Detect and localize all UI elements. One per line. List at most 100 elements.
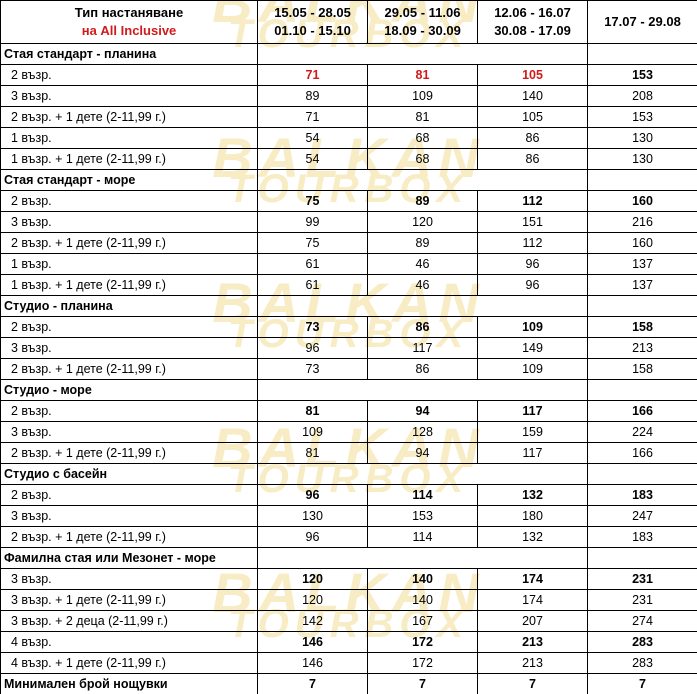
header-period-4: 17.07 - 29.08: [587, 0, 697, 44]
row-label: 2 възр.: [0, 190, 258, 212]
header-title: Тип настаняване: [74, 5, 184, 20]
min-nights-value: 7: [587, 673, 697, 694]
table-row: 2 възр. + 1 дете (2-11,99 г.) 96 114 132 183: [0, 526, 697, 548]
price-cell: 68: [367, 127, 478, 149]
price-cell: 160: [587, 190, 697, 212]
min-nights-value: 7: [257, 673, 368, 694]
price-cell: 81: [257, 442, 368, 464]
price-cell: 96: [257, 484, 368, 506]
table-row: 2 възр. + 1 дете (2-11,99 г.) 81 94 117 166: [0, 442, 697, 464]
table-row: 2 възр. + 1 дете (2-11,99 г.) 75 89 112 160: [0, 232, 697, 254]
price-cell: 140: [367, 589, 478, 611]
table-row: 1 възр. + 1 дете (2-11,99 г.) 54 68 86 130: [0, 148, 697, 170]
price-cell: 172: [367, 652, 478, 674]
row-label: 4 възр.: [0, 631, 258, 653]
price-cell: 137: [587, 253, 697, 275]
price-cell: 61: [257, 274, 368, 296]
price-cell: 213: [587, 337, 697, 359]
price-cell: 213: [477, 631, 588, 653]
price-cell: 231: [587, 568, 697, 590]
table-row: 3 възр. 130 153 180 247: [0, 505, 697, 527]
row-label: 1 възр. + 1 дете (2-11,99 г.): [0, 148, 258, 170]
min-nights-row: Минимален брой нощувки 7 7 7 7: [0, 673, 697, 694]
price-cell: 109: [257, 421, 368, 443]
row-label: 2 възр. + 1 дете (2-11,99 г.): [0, 358, 258, 380]
header-subtitle: на All Inclusive: [81, 23, 177, 38]
price-cell: 159: [477, 421, 588, 443]
empty-cell: [257, 379, 588, 401]
section-row: Студио с басейн: [0, 463, 697, 485]
price-cell: 120: [257, 589, 368, 611]
price-cell: 96: [257, 337, 368, 359]
table-row: 2 възр. 71 81 105 153: [0, 64, 697, 86]
empty-cell: [587, 169, 697, 191]
section-row: Стая стандарт - море: [0, 169, 697, 191]
price-cell: 112: [477, 232, 588, 254]
price-cell: 153: [587, 106, 697, 128]
section-row: Студио - море: [0, 379, 697, 401]
section-row: Студио - планина: [0, 295, 697, 317]
min-nights-value: 7: [477, 673, 588, 694]
price-cell: 61: [257, 253, 368, 275]
row-label: 3 възр.: [0, 211, 258, 233]
row-label: 1 възр.: [0, 253, 258, 275]
section-title: Студио - планина: [0, 295, 258, 317]
header-period-1: 15.05 - 28.05 01.10 - 15.10: [257, 0, 368, 44]
price-cell: 86: [477, 148, 588, 170]
empty-cell: [257, 463, 588, 485]
price-cell: 105: [477, 106, 588, 128]
row-label: 3 възр.: [0, 505, 258, 527]
price-cell: 224: [587, 421, 697, 443]
price-cell: 146: [257, 631, 368, 653]
price-cell: 54: [257, 148, 368, 170]
row-label: 3 възр. + 2 деца (2-11,99 г.): [0, 610, 258, 632]
section-title: Студио - море: [0, 379, 258, 401]
row-label: 2 възр.: [0, 484, 258, 506]
row-label: 2 възр. + 1 дете (2-11,99 г.): [0, 526, 258, 548]
price-cell: 149: [477, 337, 588, 359]
price-cell: 130: [587, 127, 697, 149]
period-line: 30.08 - 17.09: [494, 23, 571, 38]
table-row: 1 възр. 61 46 96 137: [0, 253, 697, 275]
row-label: 2 възр.: [0, 316, 258, 338]
empty-cell: [587, 547, 697, 569]
price-cell: 54: [257, 127, 368, 149]
header-period-3: 12.06 - 16.07 30.08 - 17.09: [477, 0, 588, 44]
price-cell: 117: [477, 400, 588, 422]
row-label: 3 възр. + 1 дете (2-11,99 г.): [0, 589, 258, 611]
table-row: 1 възр. 54 68 86 130: [0, 127, 697, 149]
table-row: 3 възр. + 1 дете (2-11,99 г.) 120 140 174 23…: [0, 589, 697, 611]
price-cell: 68: [367, 148, 478, 170]
table-row: 2 възр. + 1 дете (2-11,99 г.) 73 86 109 158: [0, 358, 697, 380]
price-cell: 158: [587, 316, 697, 338]
row-label: 1 възр. + 1 дете (2-11,99 г.): [0, 274, 258, 296]
empty-cell: [587, 463, 697, 485]
price-cell: 99: [257, 211, 368, 233]
row-label: 2 възр.: [0, 64, 258, 86]
row-label: 1 възр.: [0, 127, 258, 149]
price-cell: 216: [587, 211, 697, 233]
row-label: 3 възр.: [0, 421, 258, 443]
price-cell: 183: [587, 526, 697, 548]
price-cell: 207: [477, 610, 588, 632]
price-cell: 46: [367, 274, 478, 296]
price-cell: 174: [477, 589, 588, 611]
table-row: 3 възр. 120 140 174 231: [0, 568, 697, 590]
table-row: 3 възр. + 2 деца (2-11,99 г.) 142 167 207 27…: [0, 610, 697, 632]
row-label: 2 възр. + 1 дете (2-11,99 г.): [0, 442, 258, 464]
section-row: Стая стандарт - планина: [0, 43, 697, 65]
table-row: 1 възр. + 1 дете (2-11,99 г.) 61 46 96 137: [0, 274, 697, 296]
price-cell: 117: [367, 337, 478, 359]
price-cell: 81: [367, 106, 478, 128]
empty-cell: [587, 43, 697, 65]
price-cell: 117: [477, 442, 588, 464]
price-cell: 114: [367, 484, 478, 506]
price-cell: 151: [477, 211, 588, 233]
price-cell: 73: [257, 316, 368, 338]
price-cell: 86: [367, 316, 478, 338]
header-period-2: 29.05 - 11.06 18.09 - 30.09: [367, 0, 478, 44]
price-cell: 283: [587, 631, 697, 653]
price-cell: 114: [367, 526, 478, 548]
price-cell: 120: [257, 568, 368, 590]
